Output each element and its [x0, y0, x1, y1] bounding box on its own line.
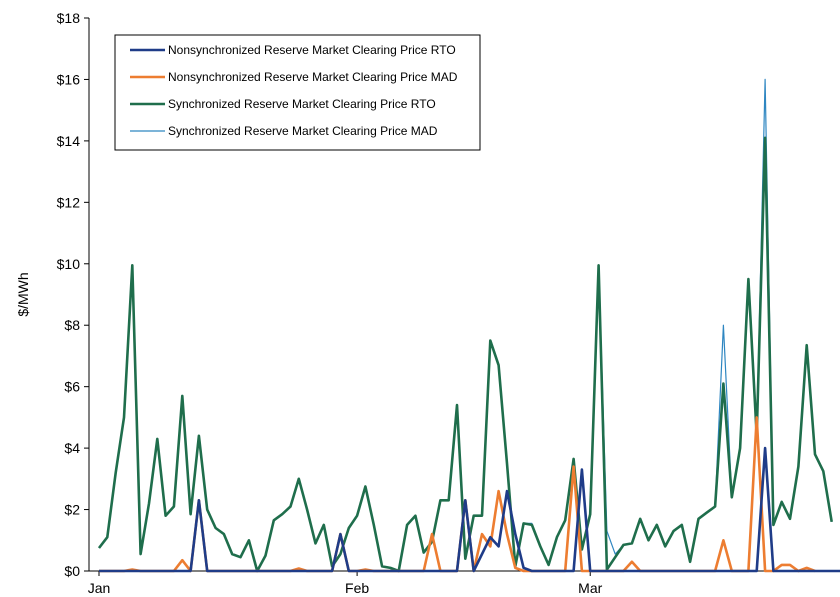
y-tick-label: $10 — [57, 256, 81, 272]
series-line-0 — [99, 446, 840, 573]
legend: Nonsynchronized Reserve Market Clearing … — [114, 34, 481, 151]
legend-entry: Synchronized Reserve Market Clearing Pri… — [168, 97, 436, 111]
y-tick-label: $16 — [57, 71, 81, 87]
x-axis: Jan Feb Mar — [88, 571, 603, 596]
legend-entry: Nonsynchronized Reserve Market Clearing … — [168, 43, 456, 57]
x-tick-label: Jan — [88, 580, 111, 596]
y-tick-label: $18 — [57, 10, 81, 26]
series-line-2 — [97, 136, 833, 573]
y-tick-label: $0 — [64, 563, 80, 579]
y-tick-label: $4 — [64, 440, 80, 456]
x-tick-label: Mar — [578, 580, 602, 596]
y-tick-label: $8 — [64, 317, 80, 333]
y-tick-label: $12 — [57, 194, 81, 210]
y-tick-label: $6 — [64, 379, 80, 395]
legend-box — [114, 34, 481, 151]
y-axis-title: $/MWh — [15, 272, 31, 316]
y-tick-label: $2 — [64, 502, 80, 518]
legend-entry: Nonsynchronized Reserve Market Clearing … — [168, 70, 458, 84]
x-tick-label: Feb — [345, 580, 369, 596]
series-lines — [97, 78, 840, 573]
series-line-3 — [98, 78, 833, 572]
legend-entry: Synchronized Reserve Market Clearing Pri… — [168, 124, 438, 138]
y-axis: $0 $2 $4 $6 $8 $10 $12 $14 $16 $18 — [57, 10, 89, 579]
y-tick-label: $14 — [57, 133, 81, 149]
